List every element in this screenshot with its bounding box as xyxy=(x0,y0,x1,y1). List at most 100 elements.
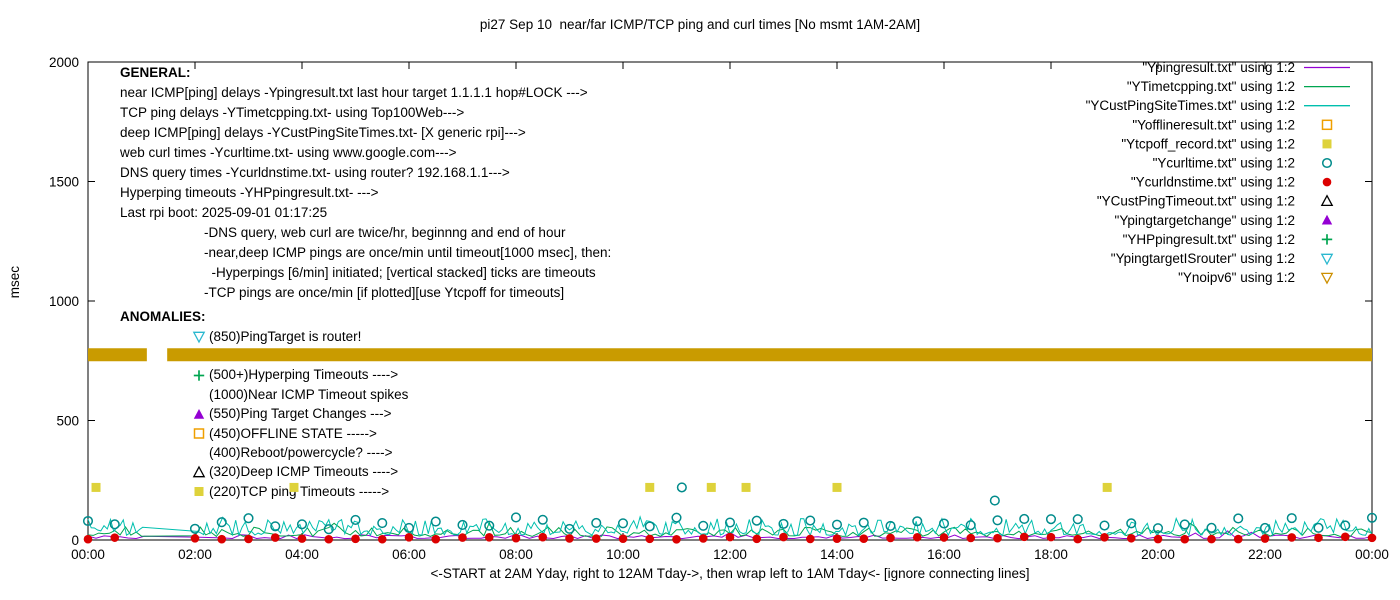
series-deep_icmp_line xyxy=(87,515,1373,537)
x-tick-label: 16:00 xyxy=(927,547,961,562)
anomaly-row: (220)TCP ping Timeouts -----> xyxy=(120,482,408,501)
general-note: -DNS query, web curl are twice/hr, begin… xyxy=(204,225,566,240)
near_icmp_line-polyline xyxy=(87,530,1373,540)
triangle-up-open-icon xyxy=(192,465,206,478)
triangle-down-open-marker xyxy=(1320,272,1334,285)
deep_icmp_line-polyline xyxy=(87,515,1373,537)
anomaly-row: (400)Reboot/powercycle? ----> xyxy=(120,443,408,462)
circle-open-marker xyxy=(564,523,575,534)
triangle-down-open-icon xyxy=(192,331,206,344)
legend-label: "YpingtargetISrouter" using 1:2 xyxy=(1111,251,1295,266)
legend-label: "YCustPingSiteTimes.txt" using 1:2 xyxy=(1086,98,1295,113)
circle-open-marker xyxy=(350,514,361,525)
circle-open-marker xyxy=(885,520,896,531)
square-filled-marker xyxy=(706,482,716,492)
circle-open-marker xyxy=(216,517,227,528)
circle-filled-marker xyxy=(859,534,869,544)
general-line: DNS query times -Ycurldnstime.txt- using… xyxy=(120,165,510,180)
circle-open-marker xyxy=(992,515,1003,526)
circle-filled-marker xyxy=(270,533,280,542)
triangle-down-open-marker xyxy=(1320,253,1334,266)
circle-open-marker xyxy=(805,515,816,526)
x-tick-label: 10:00 xyxy=(606,547,640,562)
circle-filled-marker xyxy=(725,532,735,542)
anomaly-text: (1000)Near ICMP Timeout spikes xyxy=(209,386,409,402)
legend-label: "Ynoipv6" using 1:2 xyxy=(1178,270,1295,285)
triangle-down-open-icon xyxy=(192,328,209,344)
circle-open-marker xyxy=(644,521,655,532)
anomaly-text: (220)TCP ping Timeouts -----> xyxy=(209,483,390,499)
circle-filled-marker xyxy=(1100,532,1109,542)
circle-open-marker xyxy=(109,519,120,530)
circle-filled-marker xyxy=(538,532,548,542)
circle-open-marker xyxy=(778,518,789,529)
anomaly-text: (500+)Hyperping Timeouts ----> xyxy=(209,367,399,383)
general-annotations: GENERAL: near ICMP[ping] delays -Ypingre… xyxy=(120,63,611,303)
y-tick-label: 0 xyxy=(71,533,79,548)
circle-filled-marker xyxy=(110,533,120,542)
circle-filled-marker xyxy=(939,533,949,542)
circle-filled-marker xyxy=(351,534,360,544)
circle-filled-marker xyxy=(1046,532,1056,542)
anomalies-heading: ANOMALIES: xyxy=(120,309,206,324)
circle-open-marker xyxy=(243,513,254,524)
circle-open-marker xyxy=(1045,514,1057,525)
y-tick-label: 500 xyxy=(56,413,79,428)
circle-open-marker xyxy=(189,523,201,534)
y-axis-label: msec xyxy=(7,266,22,299)
triangle-up-filled-icon xyxy=(192,406,209,422)
x-tick-label: 12:00 xyxy=(713,547,747,562)
triangle-up-filled-marker xyxy=(193,408,205,419)
plus-icon xyxy=(193,370,205,381)
circle-open-marker xyxy=(1072,514,1083,525)
anomaly-text: (450)OFFLINE STATE -----> xyxy=(209,425,377,441)
triangle-up-open-marker xyxy=(192,465,206,478)
anomaly-row: (550)Ping Target Changes ---> xyxy=(120,404,408,423)
circle-filled-marker xyxy=(431,534,441,544)
circle-filled-marker xyxy=(1287,533,1297,542)
circle-open-marker xyxy=(510,512,522,523)
circle-filled-marker xyxy=(886,533,895,543)
x-tick-label: 20:00 xyxy=(1141,547,1175,562)
general-heading: GENERAL: xyxy=(120,65,191,80)
anomaly-row: (1000)Near ICMP Timeout spikes xyxy=(120,385,408,404)
square-filled-marker xyxy=(194,487,204,497)
square-open-icon xyxy=(193,428,205,439)
general-lines: near ICMP[ping] delays -Ypingresult.txt … xyxy=(120,83,611,303)
x-tick-label: 06:00 xyxy=(392,547,426,562)
anomaly-text: (400)Reboot/powercycle? ----> xyxy=(209,444,393,460)
circle-open-marker xyxy=(1366,512,1378,523)
circle-open-marker xyxy=(377,518,388,529)
x-tick-label: 00:00 xyxy=(1355,547,1389,562)
legend-label: "YCustPingTimeout.txt" using 1:2 xyxy=(1097,194,1295,209)
square-filled-marker xyxy=(741,482,751,492)
circle-filled-marker xyxy=(1207,534,1216,544)
circle-filled-marker xyxy=(190,534,200,543)
square-open-icon xyxy=(192,425,209,441)
circle-filled-marker xyxy=(805,534,815,544)
x-tick-label: 22:00 xyxy=(1248,547,1282,562)
circle-filled-marker xyxy=(966,533,976,543)
circle-filled-marker xyxy=(1073,534,1083,544)
circle-filled-marker xyxy=(1126,533,1136,543)
circle-filled-marker xyxy=(217,534,227,544)
circle-open-marker xyxy=(270,521,281,532)
circle-open-marker xyxy=(1206,522,1217,533)
legend-label: "Ypingresult.txt" using 1:2 xyxy=(1142,60,1295,75)
square-filled-marker xyxy=(1322,139,1332,149)
square-filled-icon xyxy=(194,487,204,497)
square-filled-marker xyxy=(832,482,842,492)
circle-filled-marker xyxy=(1153,534,1163,544)
circle-open-marker xyxy=(430,516,441,527)
marker-spacer xyxy=(192,347,209,363)
series-dns_dots xyxy=(83,532,1377,544)
legend-label: "Ypingtargetchange" using 1:2 xyxy=(1115,213,1295,228)
anomalies-annotations: ANOMALIES: (850)PingTarget is router! (50… xyxy=(120,307,408,501)
x-axis-label: <-START at 2AM Yday, right to 12AM Tday-… xyxy=(430,566,1030,581)
circle-open-marker xyxy=(858,517,869,528)
circle-filled-marker xyxy=(404,533,414,542)
circle-filled-marker xyxy=(752,534,762,544)
circle-open-marker xyxy=(1286,513,1297,524)
legend-label: "YHPpingresult.txt" using 1:2 xyxy=(1123,232,1295,247)
